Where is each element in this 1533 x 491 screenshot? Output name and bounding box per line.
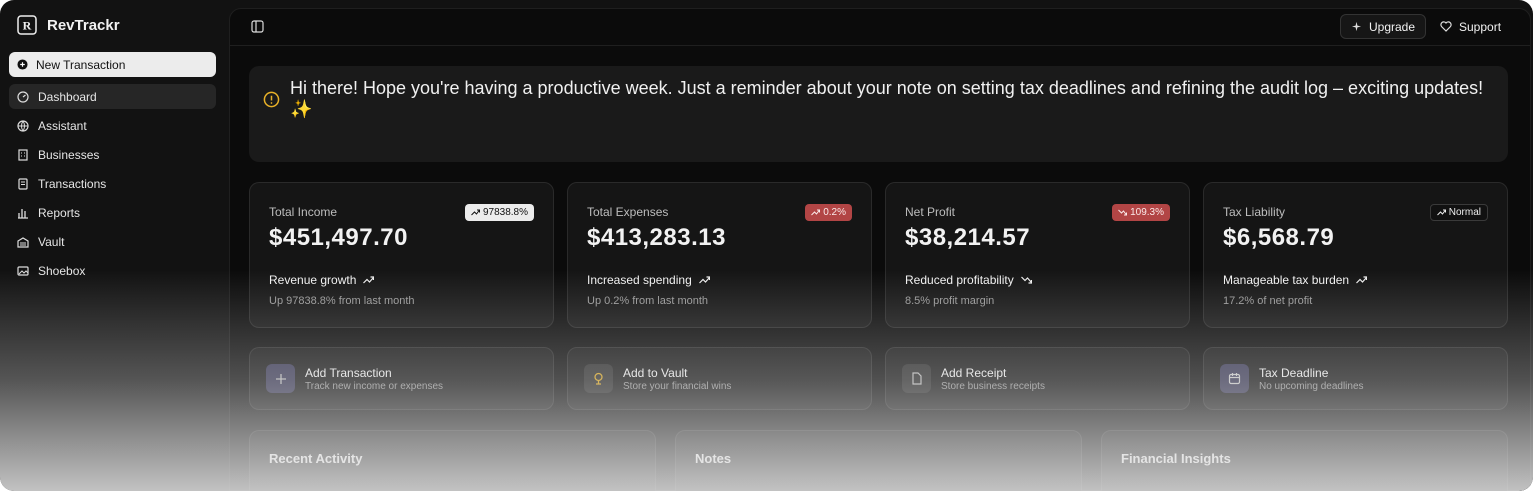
main: Upgrade Support Hi there! Hope you're ha…	[229, 8, 1531, 491]
action-icon	[902, 364, 931, 393]
stat-badge: 109.3%	[1112, 204, 1170, 221]
app-name: RevTrackr	[47, 16, 120, 34]
stat-label: Net Profit	[905, 205, 956, 219]
action-icon	[1220, 364, 1249, 393]
action-subtitle: Track new income or expenses	[305, 381, 444, 392]
svg-text:R: R	[23, 19, 32, 33]
nav-label: Dashboard	[38, 89, 97, 104]
badge-text: 0.2%	[823, 207, 846, 218]
nav-item[interactable]: Businesses	[9, 142, 216, 167]
banner: Hi there! Hope you're having a productiv…	[249, 66, 1508, 162]
stat-badge: 97838.8%	[464, 204, 534, 221]
nav-item[interactable]: Dashboard	[9, 84, 216, 109]
nav-item[interactable]: Transactions	[9, 171, 216, 196]
stat-detail: Up 0.2% from last month	[587, 295, 709, 307]
stat-trend: Revenue growth	[269, 273, 375, 287]
action-title: Add Receipt	[941, 366, 1007, 380]
nav-label: Reports	[38, 205, 81, 220]
stat-card: Net Profit 109.3% $38,214.57 Reduced pro…	[885, 182, 1190, 328]
badge-text: 97838.8%	[482, 207, 528, 218]
logo: R	[17, 15, 37, 35]
stat-value: $38,214.57	[905, 224, 1031, 251]
banner-message: Hi there! Hope you're having a productiv…	[289, 78, 1484, 119]
stat-detail: Up 97838.8% from last month	[269, 295, 415, 307]
stat-detail: 17.2% of net profit	[1223, 295, 1313, 307]
action-card[interactable]: Add Transaction Track new income or expe…	[249, 347, 554, 410]
nav-item[interactable]: Assistant	[9, 113, 216, 138]
action-title: Add to Vault	[623, 366, 688, 380]
panel: Recent Activity	[249, 430, 656, 491]
action-subtitle: Store business receipts	[941, 381, 1045, 392]
action-card[interactable]: Tax Deadline No upcoming deadlines	[1203, 347, 1508, 410]
stat-badge: Normal	[1429, 204, 1488, 221]
badge-text: 109.3%	[1130, 207, 1164, 218]
action-title: Tax Deadline	[1259, 366, 1329, 380]
sidebar-toggle[interactable]	[251, 20, 264, 33]
panel: Financial Insights	[1101, 430, 1508, 491]
action-icon	[266, 364, 295, 393]
action-subtitle: No upcoming deadlines	[1259, 381, 1364, 392]
stat-label: Total Income	[269, 205, 338, 219]
stat-card: Total Income 97838.8% $451,497.70 Revenu…	[249, 182, 554, 328]
nav-label: Transactions	[38, 176, 107, 191]
stat-value: $413,283.13	[587, 224, 726, 251]
trend-text: Revenue growth	[269, 273, 357, 287]
nav-item[interactable]: Shoebox	[9, 258, 216, 283]
action-card[interactable]: Add to Vault Store your financial wins	[567, 347, 872, 410]
nav-label: Shoebox	[38, 263, 86, 278]
new-transaction-button[interactable]: New Transaction	[9, 52, 216, 77]
nav-item[interactable]: Reports	[9, 200, 216, 225]
panel-title: Financial Insights	[1121, 451, 1231, 466]
action-card[interactable]: Add Receipt Store business receipts	[885, 347, 1190, 410]
trend-text: Increased spending	[587, 273, 692, 287]
support-button[interactable]: Support	[1430, 14, 1511, 39]
action-icon	[584, 364, 613, 393]
panel-title: Recent Activity	[269, 451, 363, 466]
nav-label: Vault	[38, 234, 65, 249]
button-label: Support	[1459, 19, 1502, 34]
badge-text: Normal	[1448, 207, 1481, 218]
stat-label: Tax Liability	[1223, 205, 1286, 219]
warning-icon	[263, 91, 280, 107]
stat-value: $451,497.70	[269, 224, 408, 251]
panel: Notes	[675, 430, 1082, 491]
trend-text: Reduced profitability	[905, 273, 1014, 287]
stat-trend: Manageable tax burden	[1223, 273, 1368, 287]
nav-label: Businesses	[38, 147, 100, 162]
brand: R RevTrackr	[17, 15, 120, 35]
upgrade-button[interactable]: Upgrade	[1340, 14, 1427, 39]
stat-detail: 8.5% profit margin	[905, 295, 995, 307]
action-title: Add Transaction	[305, 366, 392, 380]
stat-label: Total Expenses	[587, 205, 669, 219]
nav: Dashboard Assistant Businesses Transacti…	[9, 84, 216, 287]
stat-badge: 0.2%	[805, 204, 852, 221]
panel-title: Notes	[695, 451, 732, 466]
sidebar: R RevTrackr New Transaction Dashboard As…	[0, 0, 228, 491]
trend-text: Manageable tax burden	[1223, 273, 1350, 287]
stat-card: Tax Liability Normal $6,568.79 Manageabl…	[1203, 182, 1508, 328]
stat-value: $6,568.79	[1223, 224, 1335, 251]
nav-label: Assistant	[38, 118, 87, 133]
button-label: New Transaction	[36, 57, 126, 72]
stat-card: Total Expenses 0.2% $413,283.13 Increase…	[567, 182, 872, 328]
topbar: Upgrade Support	[230, 9, 1530, 46]
stat-trend: Reduced profitability	[905, 273, 1032, 287]
button-label: Upgrade	[1369, 19, 1416, 34]
nav-item[interactable]: Vault	[9, 229, 216, 254]
stat-trend: Increased spending	[587, 273, 710, 287]
action-subtitle: Store your financial wins	[623, 381, 732, 392]
